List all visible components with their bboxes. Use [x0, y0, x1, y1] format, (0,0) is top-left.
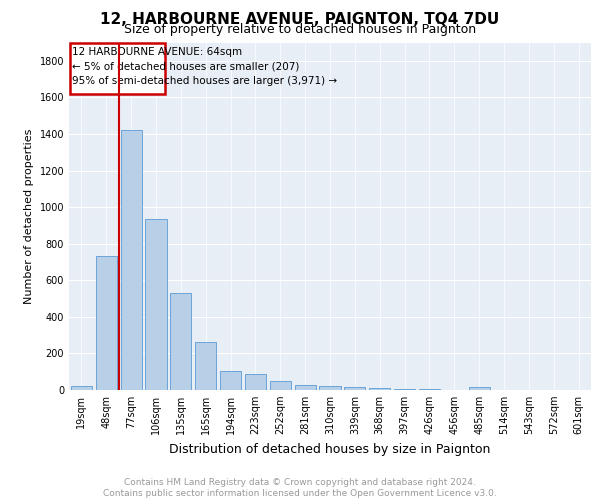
FancyBboxPatch shape [70, 44, 164, 94]
Bar [96, 256, 117, 390]
Bar [245, 374, 266, 390]
Text: 12, HARBOURNE AVENUE, PAIGNTON, TQ4 7DU: 12, HARBOURNE AVENUE, PAIGNTON, TQ4 7DU [100, 12, 500, 28]
X-axis label: Distribution of detached houses by size in Paignton: Distribution of detached houses by size … [169, 442, 491, 456]
Bar [469, 388, 490, 390]
Bar [145, 219, 167, 390]
Y-axis label: Number of detached properties: Number of detached properties [24, 128, 34, 304]
Bar [394, 389, 415, 390]
Bar [369, 388, 390, 390]
Bar [195, 342, 216, 390]
Text: Contains HM Land Registry data © Crown copyright and database right 2024.
Contai: Contains HM Land Registry data © Crown c… [103, 478, 497, 498]
Bar [71, 386, 92, 390]
Bar [270, 381, 291, 390]
Bar [344, 388, 365, 390]
Bar [170, 293, 191, 390]
Bar [121, 130, 142, 390]
Bar [319, 386, 341, 390]
Text: Size of property relative to detached houses in Paignton: Size of property relative to detached ho… [124, 22, 476, 36]
Bar [220, 371, 241, 390]
Bar [295, 385, 316, 390]
Text: 12 HARBOURNE AVENUE: 64sqm
← 5% of detached houses are smaller (207)
95% of semi: 12 HARBOURNE AVENUE: 64sqm ← 5% of detac… [72, 46, 337, 86]
